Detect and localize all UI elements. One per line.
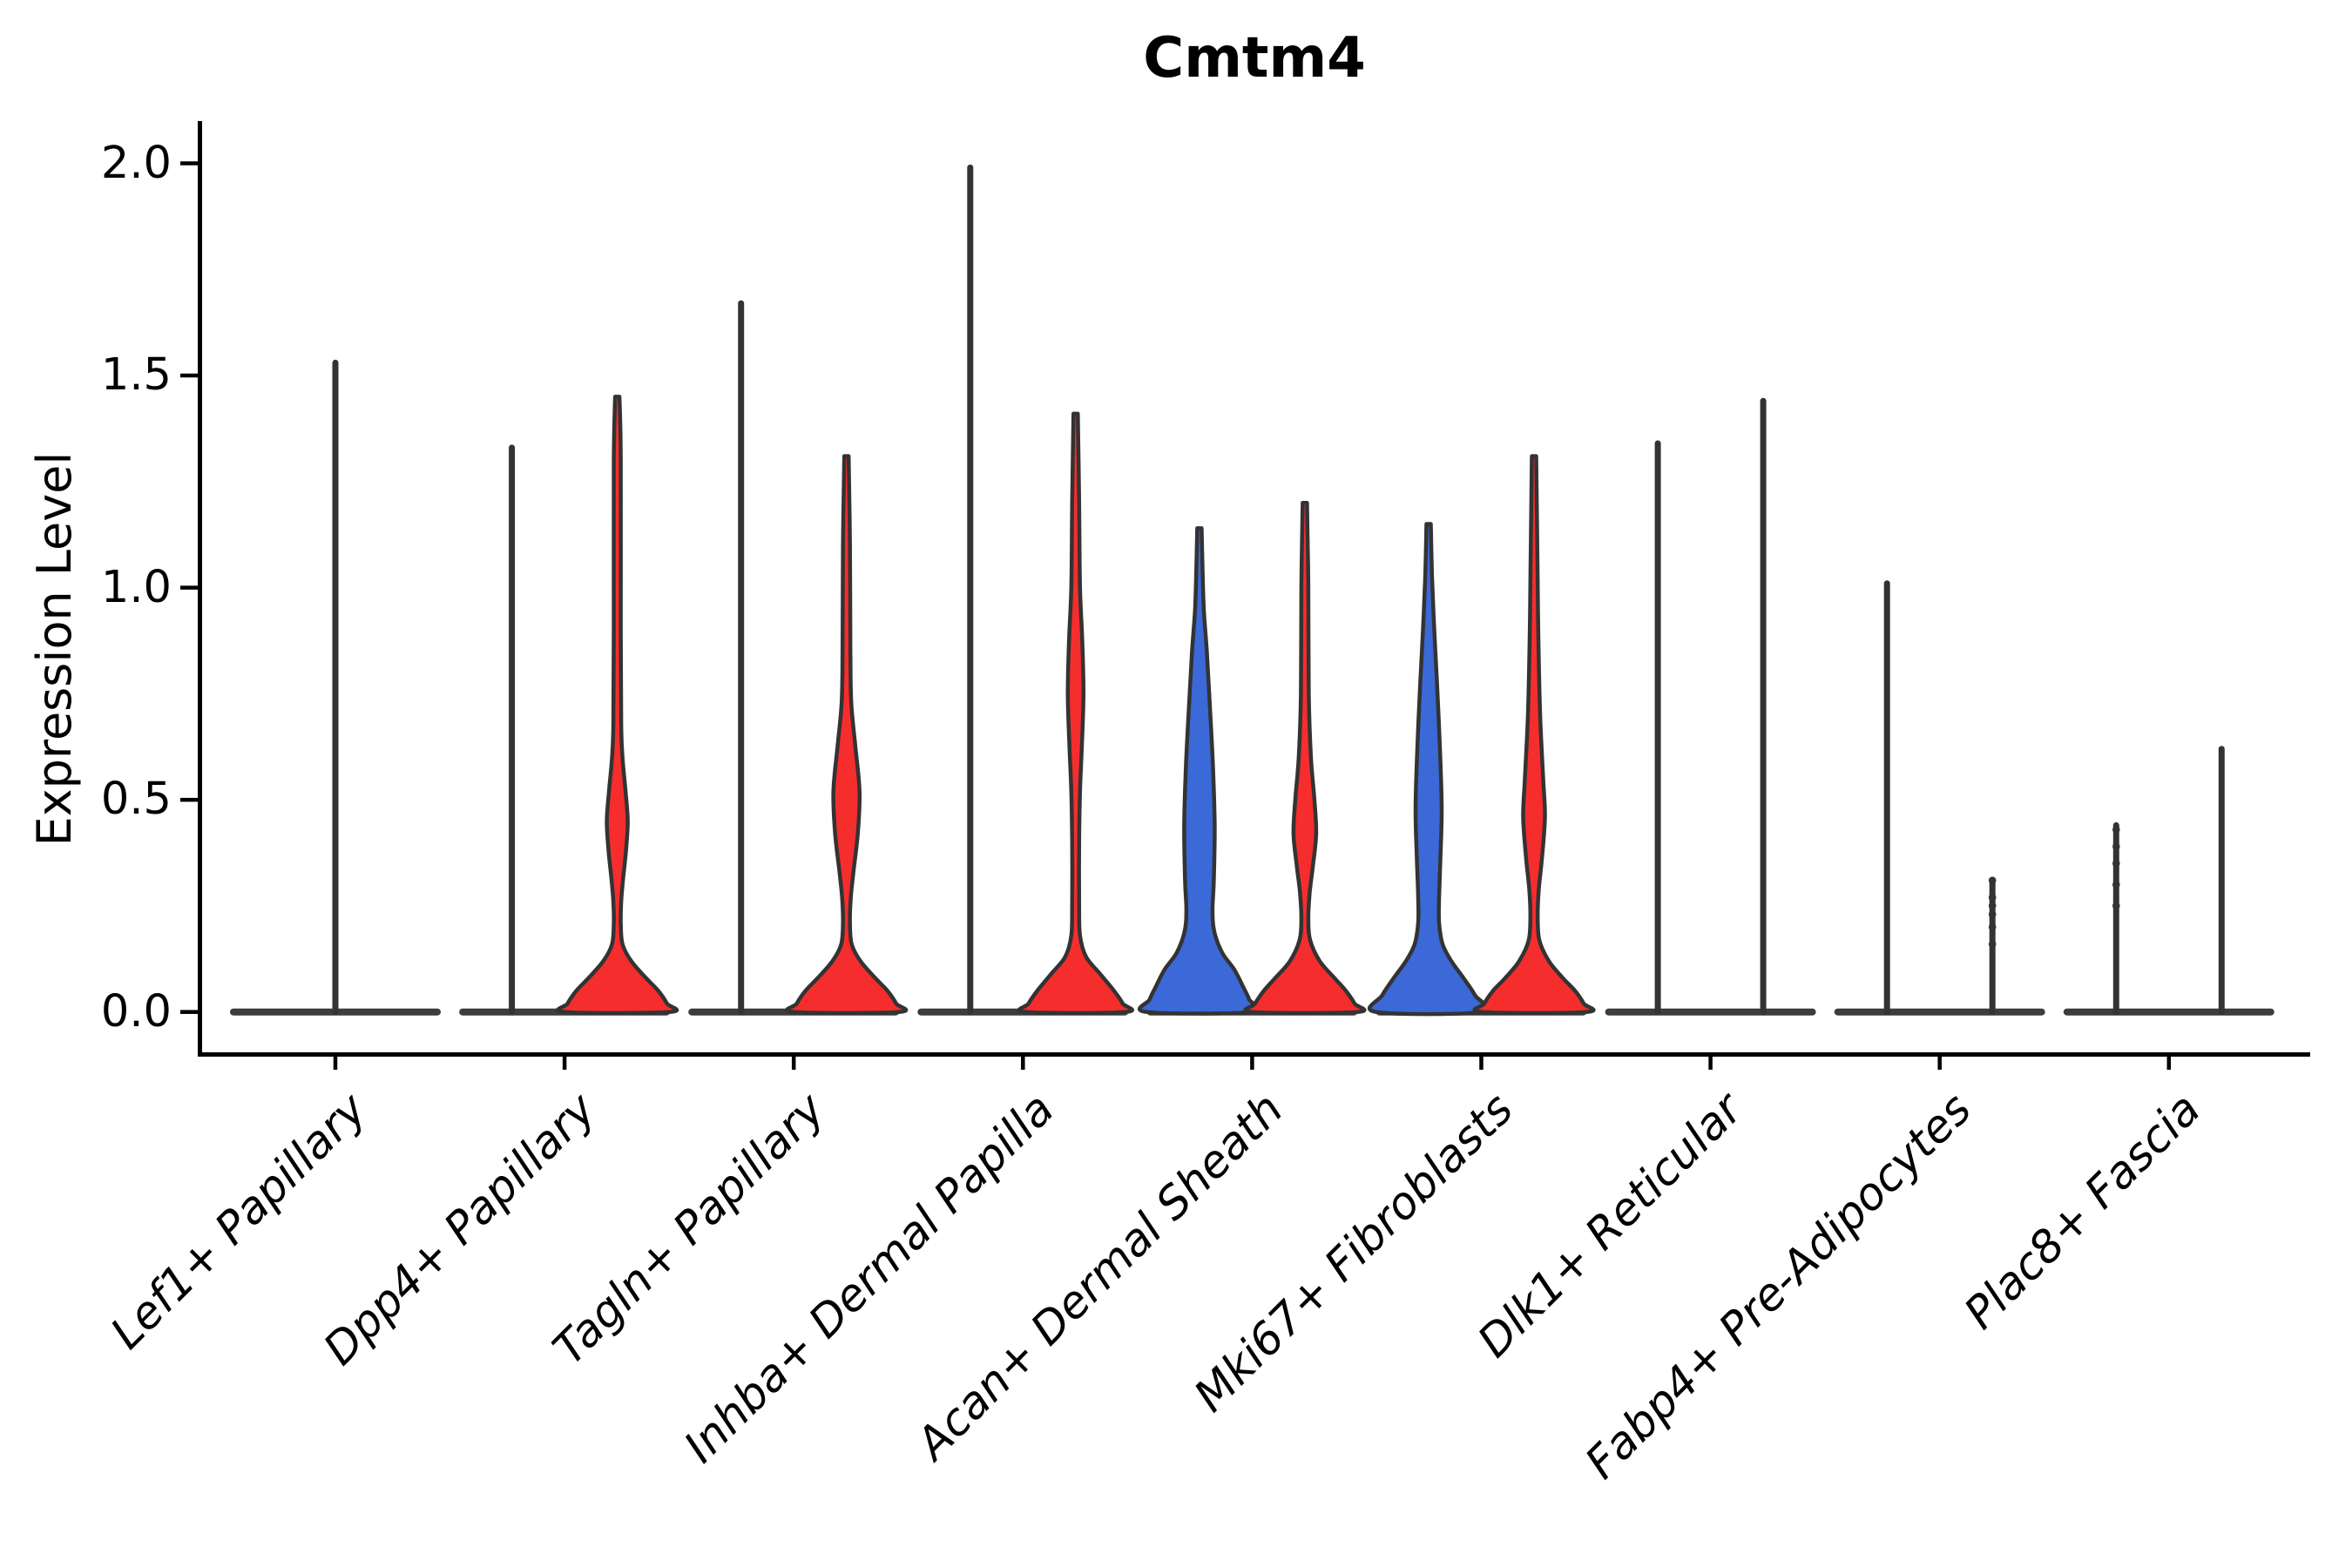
expression-point: [2112, 859, 2120, 868]
expression-point: [2112, 902, 2120, 910]
x-tick-mark: [1021, 1057, 1025, 1070]
expression-point: [1988, 893, 1997, 902]
chart-title: Cmtm4: [1143, 26, 1366, 91]
violin-shape-blue: [1138, 526, 1261, 1016]
y-axis-spine: [198, 121, 202, 1057]
x-tick-mark: [791, 1057, 796, 1070]
violin-baseline-bar: [1605, 1008, 1816, 1016]
y-tick-label: 0.0: [100, 985, 172, 1037]
expression-point: [1988, 940, 1997, 949]
violin-shape-red: [1017, 411, 1134, 1016]
y-tick-mark: [180, 585, 198, 590]
x-axis-spine: [198, 1052, 2310, 1057]
expression-point: [1988, 902, 1997, 910]
violin-shape-red: [1472, 454, 1596, 1016]
violin-shape-red: [556, 395, 679, 1016]
y-tick-mark: [180, 797, 198, 802]
violin-baseline-bar: [1834, 1008, 2045, 1016]
y-axis-label: Expression Level: [27, 451, 82, 847]
expression-point: [1988, 910, 1997, 918]
x-tick-mark: [1708, 1057, 1713, 1070]
y-tick-label: 2.0: [100, 137, 172, 189]
violin-baseline-bar: [2063, 1008, 2274, 1016]
x-tick-mark: [1250, 1057, 1254, 1070]
x-tick-mark: [1479, 1057, 1484, 1070]
expression-point: [1988, 923, 1997, 931]
y-tick-mark: [180, 1010, 198, 1014]
y-tick-label: 1.5: [100, 349, 172, 402]
violin-shape-red: [785, 454, 909, 1016]
x-tick-mark: [562, 1057, 567, 1070]
violin-shape-blue: [1367, 522, 1490, 1017]
expression-point: [1988, 876, 1997, 884]
expression-point: [2112, 842, 2120, 851]
y-tick-label: 1.0: [100, 561, 172, 613]
x-tick-mark: [333, 1057, 338, 1070]
expression-point: [2112, 881, 2120, 889]
x-tick-mark: [1937, 1057, 1942, 1070]
y-tick-label: 0.5: [100, 774, 172, 826]
x-tick-mark: [2166, 1057, 2172, 1070]
violin-shape-red: [1243, 500, 1367, 1016]
expression-point: [2112, 825, 2120, 834]
y-tick-mark: [180, 373, 198, 378]
y-tick-mark: [180, 161, 198, 166]
